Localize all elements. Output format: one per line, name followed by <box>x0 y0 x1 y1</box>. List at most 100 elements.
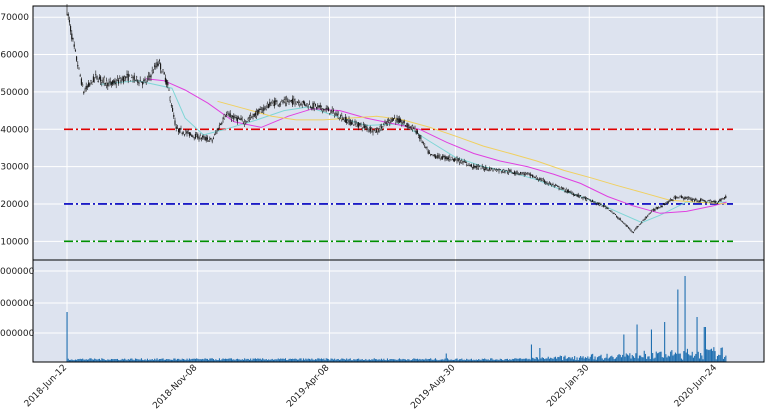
volume-bar <box>686 348 688 362</box>
candle-body <box>449 156 451 160</box>
volume-bar <box>144 359 146 362</box>
volume-bar <box>170 359 172 362</box>
candle-body <box>599 203 601 206</box>
candle-body <box>439 154 441 159</box>
volume-bar <box>380 358 382 362</box>
candle-body <box>134 79 136 81</box>
candle-body <box>572 193 574 196</box>
candle-body <box>264 106 266 108</box>
volume-bar <box>72 360 74 362</box>
candle-body <box>198 138 200 140</box>
volume-bar <box>708 350 710 362</box>
candle-body <box>282 101 284 103</box>
candle-body <box>697 200 699 202</box>
volume-bar <box>538 359 540 362</box>
candle-body <box>638 224 640 226</box>
candle-body <box>115 83 117 85</box>
volume-bar <box>91 359 93 362</box>
candle-body <box>544 180 546 183</box>
candle-body <box>380 126 382 129</box>
volume-bar <box>684 276 686 362</box>
volume-bar <box>394 359 396 362</box>
candle-body <box>472 167 474 169</box>
candle-body <box>586 198 588 201</box>
candle-body <box>296 102 298 104</box>
candle-body <box>503 169 505 173</box>
candle-body <box>385 123 387 124</box>
volume-bar <box>76 359 78 362</box>
volume-bar <box>197 358 199 362</box>
candle-body <box>83 92 85 94</box>
candle-body <box>326 108 328 110</box>
volume-bar <box>314 359 316 362</box>
volume-bar <box>192 358 194 362</box>
volume-bar <box>79 358 81 362</box>
candle-body <box>218 125 220 128</box>
candle-body <box>74 50 76 52</box>
candle-body <box>486 167 488 169</box>
volume-bar <box>191 358 193 362</box>
volume-bar <box>212 359 214 362</box>
volume-bar <box>464 360 466 362</box>
volume-bar <box>505 358 507 362</box>
candle-body <box>709 200 711 203</box>
volume-bars <box>66 276 727 362</box>
volume-bar <box>702 359 704 362</box>
moving-average-line <box>100 80 727 224</box>
candle-body <box>72 38 74 40</box>
candle-body <box>400 119 402 123</box>
candle-body <box>704 201 706 203</box>
candle-body <box>118 79 120 84</box>
candle-body <box>172 108 174 112</box>
candle-body <box>70 26 72 32</box>
candle-body <box>668 199 670 202</box>
candle-body <box>530 174 532 176</box>
candle-body <box>305 104 307 106</box>
candle-body <box>715 201 717 204</box>
candle-body <box>145 82 147 84</box>
candle-body <box>169 96 171 101</box>
candle-body <box>660 205 662 208</box>
volume-bar <box>288 358 290 362</box>
candle-body <box>277 104 279 106</box>
candle-body <box>246 120 248 122</box>
volume-bar <box>548 358 550 362</box>
candle-body <box>104 83 106 85</box>
volume-bar <box>557 356 559 362</box>
candle-body <box>442 156 444 160</box>
volume-bar <box>512 359 514 362</box>
volume-bar <box>690 355 692 362</box>
volume-bar <box>162 358 164 362</box>
candle-body <box>138 82 140 84</box>
volume-bar <box>692 357 694 362</box>
candle-body <box>419 134 421 140</box>
volume-bar <box>385 360 387 362</box>
candle-body <box>679 195 681 197</box>
volume-bar <box>114 359 116 362</box>
candle-body <box>391 119 393 122</box>
volume-bar <box>472 360 474 362</box>
candle-body <box>710 201 712 203</box>
candle-body <box>541 178 543 182</box>
volume-bar <box>316 359 318 362</box>
volume-bar <box>661 357 663 362</box>
volume-bar <box>630 358 632 362</box>
candle-body <box>346 119 348 123</box>
candle-body <box>85 85 87 90</box>
candle-body <box>690 197 692 200</box>
volume-bar <box>592 353 594 362</box>
volume-bar <box>392 359 394 362</box>
candle-body <box>214 134 216 136</box>
candle-body <box>456 157 458 162</box>
candle-body <box>612 212 614 214</box>
volume-bar <box>362 360 364 362</box>
volume-bar <box>445 353 447 362</box>
x-tick-label: 2019-Apr-08 <box>285 363 332 410</box>
candle-body <box>640 223 642 225</box>
candle-body <box>109 81 111 83</box>
volume-bar <box>145 360 147 362</box>
volume-bar <box>206 358 208 362</box>
volume-bar <box>430 358 432 362</box>
candle-body <box>119 77 121 79</box>
volume-bar <box>544 359 546 362</box>
